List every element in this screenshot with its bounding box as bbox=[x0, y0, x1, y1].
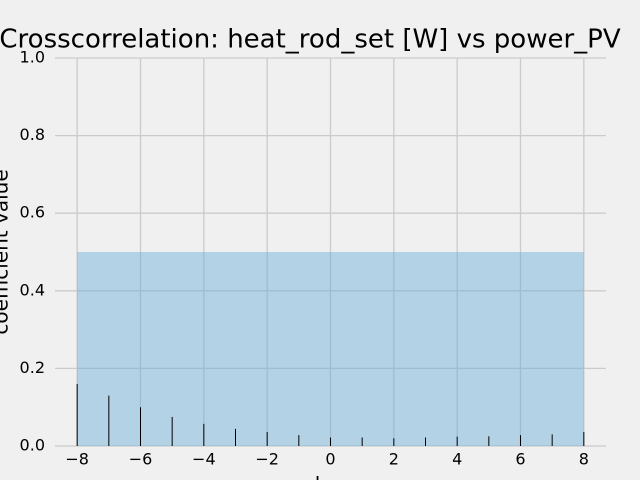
x-tick-label: −6 bbox=[129, 450, 153, 469]
y-tick-label: 0.6 bbox=[20, 203, 45, 222]
y-tick-label: 0.8 bbox=[20, 125, 45, 144]
x-tick-label: 4 bbox=[452, 450, 462, 469]
x-tick-label: 2 bbox=[389, 450, 399, 469]
y-tick-label: 0.4 bbox=[20, 280, 45, 299]
x-tick-label: −4 bbox=[192, 450, 216, 469]
x-tick-label: −2 bbox=[255, 450, 279, 469]
y-tick-label: 1.0 bbox=[20, 48, 45, 67]
chart-title: Crosscorrelation: heat_rod_set [W] vs po… bbox=[0, 25, 621, 55]
x-tick-label: 8 bbox=[579, 450, 589, 469]
x-axis-label: lag bbox=[315, 473, 346, 480]
x-tick-label: −8 bbox=[65, 450, 89, 469]
confidence-band bbox=[77, 252, 584, 446]
x-tick-label: 6 bbox=[515, 450, 525, 469]
x-tick-label: 0 bbox=[325, 450, 335, 469]
y-tick-label: 0.2 bbox=[20, 358, 45, 377]
y-axis-label: coefficient value bbox=[0, 169, 13, 334]
y-tick-label: 0.0 bbox=[20, 436, 45, 455]
